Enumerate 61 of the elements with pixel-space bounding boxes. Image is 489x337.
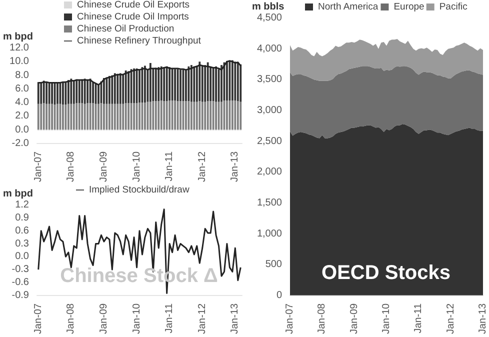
y-tick-label: 2.0 — [15, 110, 30, 122]
y-tick-label: 0.9 — [15, 212, 30, 224]
annotation: OECD Stocks — [322, 262, 450, 284]
x-tick-label: Jan-08 — [316, 302, 328, 334]
y-tick-label: -0.3 — [12, 264, 30, 276]
y-tick-label: 0.3 — [15, 238, 30, 250]
legend-label: Europe — [394, 2, 424, 12]
y-tick-label: 2,500 — [256, 136, 282, 147]
legend-label: Pacific — [439, 2, 468, 12]
legend-label: Chinese Crude Oil Imports — [77, 12, 190, 22]
x-tick-label: Jan-10 — [131, 150, 142, 182]
y-tick-label: 3,000 — [256, 104, 282, 116]
y-tick-label: 500 — [265, 259, 282, 270]
x-tick-label: Jan-11 — [413, 302, 424, 334]
line-series — [38, 60, 242, 86]
legend-label: Implied Stockbuild/draw — [89, 184, 190, 196]
legend-label: North America — [318, 2, 379, 12]
line-series — [38, 208, 242, 294]
y-axis-title: m bpd — [3, 188, 33, 200]
legend-label: Chinese Oil Production — [77, 24, 174, 34]
y-tick-label: 12.0 — [10, 42, 30, 54]
y-tick-label: 0 — [276, 290, 282, 301]
y-tick-label: 4.0 — [15, 97, 30, 108]
y-tick-label: 1,500 — [256, 197, 282, 208]
x-tick-label: Jan-10 — [131, 302, 142, 334]
x-tick-label: Jan-12 — [445, 302, 456, 334]
y-tick-label: 0.0 — [15, 251, 30, 262]
x-tick-label: Jan-09 — [98, 150, 110, 182]
y-tick-label: 8.0 — [15, 70, 30, 81]
y-tick-label: 0.0 — [15, 124, 30, 136]
legend-label: Chinese Crude Oil Exports — [77, 0, 190, 10]
x-tick-label: Jan-08 — [66, 150, 77, 182]
x-tick-label: Jan-09 — [348, 302, 360, 334]
x-tick-label: Jan-11 — [164, 150, 176, 182]
y-tick-label: 0.6 — [15, 225, 30, 236]
x-tick-label: Jan-07 — [32, 302, 44, 334]
x-tick-label: Jan-07 — [284, 302, 296, 334]
y-tick-label: 2,000 — [256, 166, 282, 178]
x-tick-label: Jan-08 — [66, 302, 77, 334]
y-axis-title: m bbls — [252, 2, 285, 12]
x-tick-label: Jan-09 — [98, 302, 110, 334]
x-tick-label: Jan-13 — [230, 302, 241, 334]
y-tick-label: 6.0 — [15, 83, 30, 94]
x-tick-label: Jan-13 — [230, 150, 241, 182]
x-tick-label: Jan-12 — [196, 302, 208, 334]
x-tick-label: Jan-13 — [478, 302, 488, 334]
y-tick-label: 1,000 — [256, 228, 282, 240]
y-tick-label: 1.2 — [15, 200, 30, 210]
x-tick-label: Jan-11 — [164, 302, 176, 334]
y-tick-label: 4,000 — [256, 43, 282, 54]
legend-label: Chinese Refinery Throughput — [77, 36, 202, 46]
y-tick-label: 4,500 — [256, 12, 282, 24]
y-axis-title: m bpd — [3, 32, 33, 42]
y-tick-label: 3,500 — [256, 74, 282, 86]
y-tick-label: -0.9 — [12, 290, 30, 301]
y-tick-label: -0.6 — [12, 277, 30, 288]
y-tick-label: -2.0 — [12, 138, 30, 149]
x-tick-label: Jan-10 — [381, 302, 392, 334]
x-tick-label: Jan-07 — [32, 150, 44, 182]
y-tick-label: 10.0 — [10, 56, 30, 68]
x-tick-label: Jan-12 — [196, 150, 208, 182]
